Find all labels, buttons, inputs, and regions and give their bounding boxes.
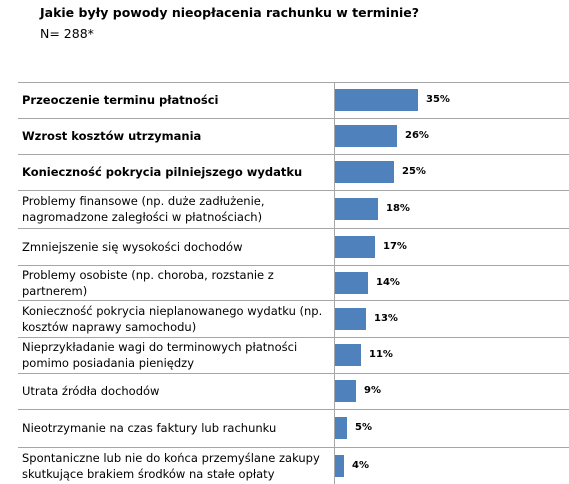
data-label: 18% [386,203,410,214]
data-label: 14% [376,276,400,288]
bar [335,198,378,220]
row-separator [18,409,569,410]
category-label: Problemy osobiste (np. choroba, rozstani… [22,267,274,298]
data-label: 4% [352,459,369,471]
data-label: 11% [369,349,393,360]
row-separator [18,190,569,191]
category-label: Problemy finansowe (np. duże zadłużenie,… [22,194,265,224]
category-label: Przeoczenie terminu płatności [22,93,219,107]
bar [335,454,344,477]
bar [335,417,347,439]
chart-title: Jakie były powody nieopłacenia rachunku … [40,5,420,20]
data-label: 9% [364,385,381,396]
data-label: 35% [426,94,450,105]
bar [335,89,418,111]
bar [335,344,361,366]
category-label: Nieotrzymanie na czas faktury lub rachun… [22,421,277,435]
row-separator [18,447,569,448]
row-separator [18,118,569,119]
bar [335,125,397,147]
data-label: 13% [374,312,398,324]
bar [335,307,366,330]
data-label: 17% [383,240,407,252]
row-separator [18,82,569,83]
bar [335,161,394,183]
row-separator [18,228,569,229]
data-label: 25% [402,166,426,177]
category-label: Zmniejszenie się wysokości dochodów [22,239,243,254]
category-label: Konieczność pokrycia pilniejszego wydatk… [22,165,303,179]
category-label: Nieprzykładanie wagi do terminowych płat… [22,340,298,370]
data-label: 26% [405,130,429,141]
row-separator [18,265,569,266]
category-label: Wzrost kosztów utrzymania [22,129,202,143]
category-label: Utrata źródła dochodów [22,384,160,398]
bar [335,235,375,258]
chart-subtitle: N= 288* [40,26,94,41]
category-label: Spontaniczne lub nie do końca przemyślan… [22,450,320,481]
row-separator [18,300,569,301]
category-label: Konieczność pokrycia nieplanowanego wyda… [22,303,323,334]
row-separator [18,373,569,374]
bar [335,271,368,294]
row-separator [18,337,569,338]
axis-divider [334,82,335,484]
data-label: 5% [355,422,372,433]
row-separator [18,154,569,155]
bar [335,380,356,402]
